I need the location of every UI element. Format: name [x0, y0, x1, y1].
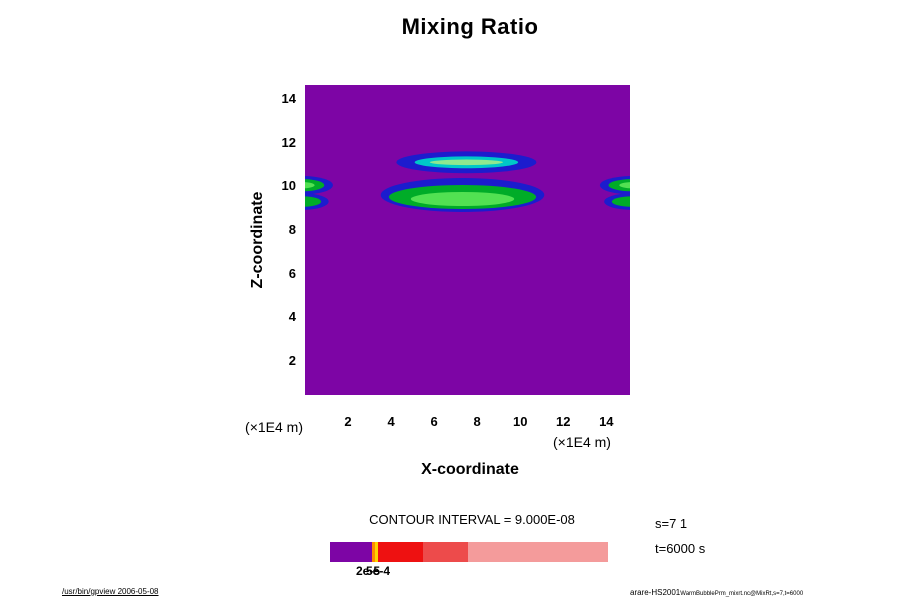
colorbar-segment: [371, 542, 376, 562]
colorbar: [330, 542, 608, 562]
x-tick-label: 12: [556, 414, 571, 429]
z-tick-label: 10: [281, 178, 296, 194]
contour-plot: [305, 85, 630, 395]
x-axis-label: X-coordinate: [421, 461, 519, 478]
footer-source-detail: WarmBubblePrm_mixrt.nc@MixRt,s=7,t=6000: [680, 591, 804, 597]
contour-background: [305, 85, 630, 395]
contour-blob: [305, 196, 322, 207]
colorbar-tick-label: 5e-4: [366, 564, 391, 578]
z-tick-label: 14: [281, 91, 296, 107]
contour-blob: [305, 179, 325, 192]
colorbar-segment: [423, 542, 468, 562]
contour-blob: [305, 182, 315, 189]
contour-blob: [429, 159, 503, 166]
z-tick-label: 4: [288, 309, 296, 325]
contour-blob: [619, 182, 630, 189]
chart-title: Mixing Ratio: [401, 14, 539, 39]
time-annotation: t=6000 s: [655, 541, 706, 556]
x-tick-label: 8: [473, 414, 481, 429]
x-tick-label: 4: [387, 414, 395, 429]
footer-source-main: arare-HS2001: [630, 588, 681, 597]
x-tick-label: 14: [599, 414, 614, 429]
x-axis-unit-left: (×1E4 m): [245, 419, 303, 435]
contour-blob: [608, 179, 630, 192]
colorbar-segment: [330, 542, 372, 562]
step-annotation: s=7 1: [655, 516, 688, 531]
z-tick-label: 6: [288, 265, 296, 281]
x-tick-label: 10: [512, 414, 528, 429]
x-tick-label: 6: [430, 414, 438, 429]
footer-command-text: /usr/bin/gpview 2006-05-08: [62, 587, 159, 596]
z-tick-label: 8: [288, 222, 296, 238]
colorbar-tick-label: 2e-5: [356, 564, 381, 578]
x-tick-label: 2: [344, 414, 352, 429]
colorbar-segment: [378, 542, 424, 562]
x-axis-unit-right: (×1E4 m): [553, 434, 611, 450]
colorbar-segment: [467, 542, 608, 562]
z-tick-label: 12: [281, 134, 296, 150]
contour-interval-label: CONTOUR INTERVAL = 9.000E-08: [369, 512, 575, 527]
contour-blob: [410, 192, 515, 206]
contour-blob: [611, 196, 630, 207]
colorbar-segment: [375, 542, 379, 562]
z-tick-label: 2: [288, 353, 296, 369]
footer-source-text: arare-HS2001WarmBubblePrm_mixrt.nc@MixRt…: [630, 588, 803, 597]
